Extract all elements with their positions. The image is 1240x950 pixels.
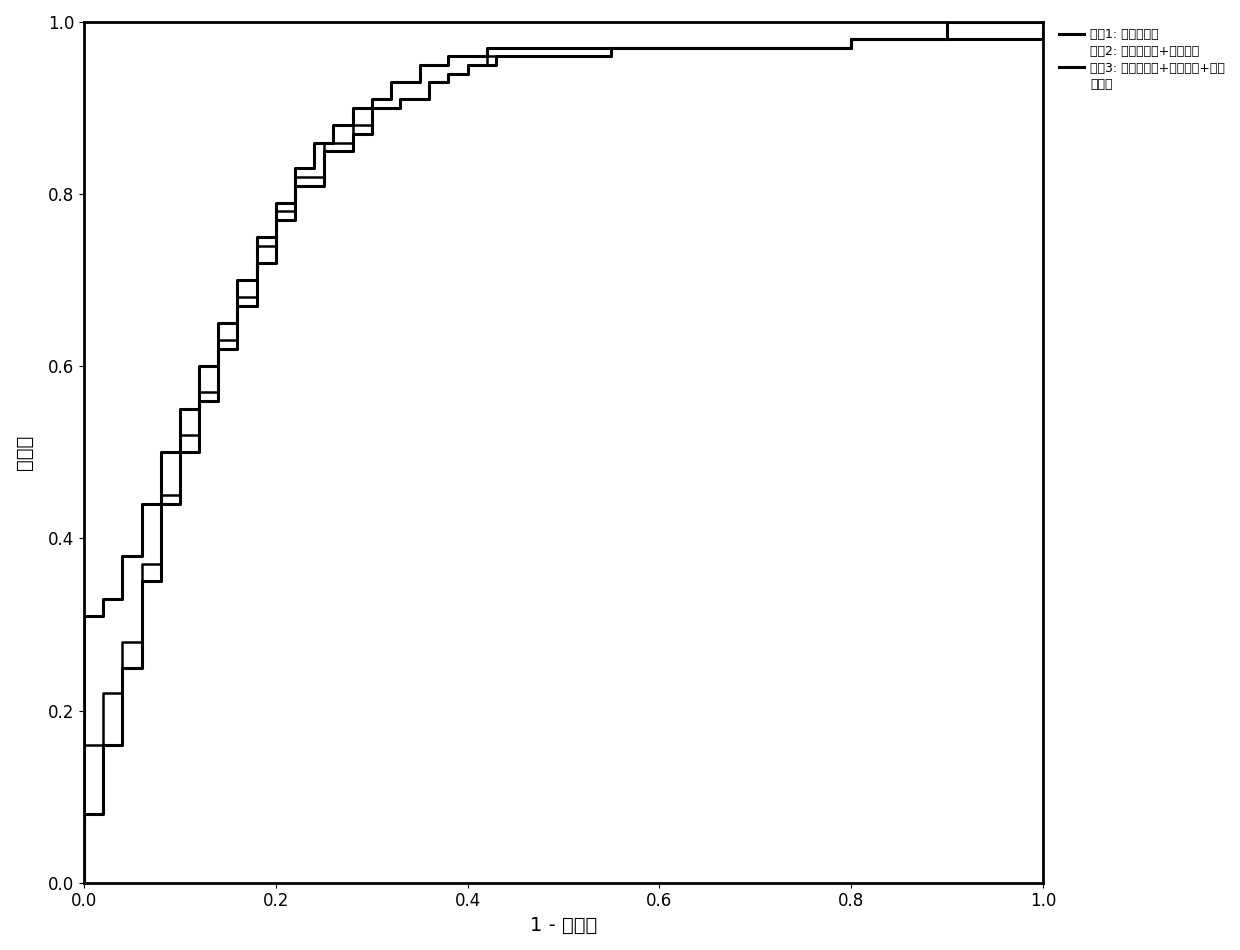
Legend: 模型1: 调节幅确度, 模型2: 调节幅确度+眼轴长度, 模型3: 调节幅确度+眼轴长度+年龄, 参考线: 模型1: 调节幅确度, 模型2: 调节幅确度+眼轴长度, 模型3: 调节幅确度+… — [1059, 28, 1225, 91]
X-axis label: 1 - 特异度: 1 - 特异度 — [529, 916, 598, 935]
Y-axis label: 灵敏度: 灵敏度 — [15, 435, 33, 470]
